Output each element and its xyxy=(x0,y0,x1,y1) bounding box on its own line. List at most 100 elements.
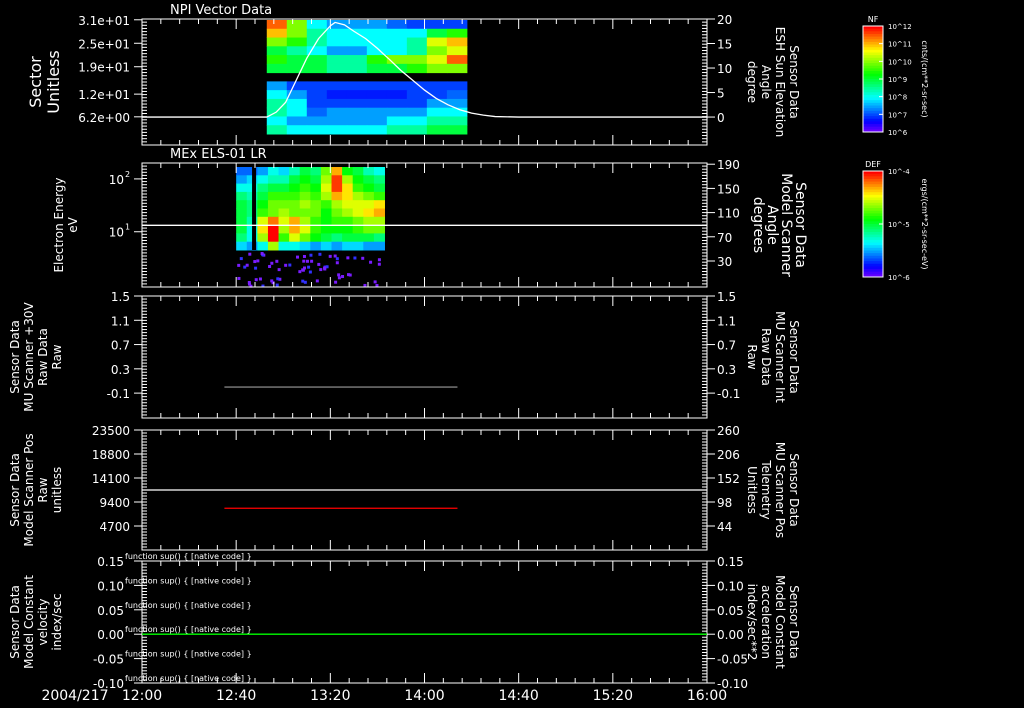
y2-axis-label: degrees xyxy=(750,197,766,253)
heatmap-cell xyxy=(310,241,322,251)
colorbar-tick-label: 10^8 xyxy=(888,94,907,102)
heatmap-speck xyxy=(298,270,302,274)
plot-frame xyxy=(141,295,708,419)
y2-axis-label: Sensor Data xyxy=(787,45,801,119)
colorbar-segment xyxy=(863,110,883,114)
heatmap-cell xyxy=(426,46,448,56)
heatmap-cell xyxy=(363,191,375,201)
heatmap-cell xyxy=(236,233,248,243)
heatmap-cell xyxy=(236,200,248,209)
heatmap-cell xyxy=(386,98,408,109)
heatmap-speck xyxy=(373,280,377,284)
heatmap-cell xyxy=(286,20,308,30)
heatmap-cell xyxy=(386,63,408,74)
heatmap-cell xyxy=(299,175,311,185)
y2-axis-label: Raw xyxy=(745,344,759,369)
heatmap-speck xyxy=(247,282,251,286)
y-axis-label: Sensor Data xyxy=(8,320,22,394)
heatmap-cell xyxy=(299,183,311,193)
heatmap-cell xyxy=(286,28,308,39)
colorbar-segment xyxy=(863,245,883,249)
y-tick-label: 1.1 xyxy=(111,314,130,328)
y-tick-exponent: function sup() { [native code] } xyxy=(125,601,252,610)
heatmap-cell xyxy=(363,225,375,234)
heatmap-cell xyxy=(236,175,248,185)
heatmap-speck xyxy=(341,275,345,279)
x-tick-label: 15:20 xyxy=(593,688,633,704)
heatmap-cell xyxy=(346,81,368,91)
x-tick-label: 12:00 xyxy=(122,688,162,704)
y-tick-exponent: function sup() { [native code] } xyxy=(125,674,252,683)
heatmap-cell xyxy=(446,55,468,65)
heatmap-cell xyxy=(320,233,333,243)
heatmap-cell xyxy=(326,63,348,74)
heatmap-cell xyxy=(406,63,428,74)
colorbar-segment xyxy=(863,113,883,117)
y2-axis-label: ESH Sun Elevation xyxy=(773,27,787,137)
colorbar-segment xyxy=(863,242,883,246)
heatmap-cell xyxy=(426,20,448,30)
colorbar-segment xyxy=(863,271,883,275)
data-gap xyxy=(252,167,257,250)
heatmap-speck xyxy=(335,257,339,261)
heatmap-cell xyxy=(426,55,448,65)
heatmap-cell xyxy=(306,20,328,30)
colorbar-tick-label: 10^12 xyxy=(888,23,912,31)
heatmap-cell xyxy=(286,37,308,47)
heatmap-cell xyxy=(446,46,468,56)
colorbar-segment xyxy=(863,250,883,254)
heatmap-speck xyxy=(363,283,367,287)
heatmap-cell xyxy=(236,241,248,251)
colorbar-segment xyxy=(863,255,883,259)
heatmap-cell xyxy=(446,98,468,109)
panel-title: MEx ELS-01 LR xyxy=(170,147,267,162)
heatmap-cell xyxy=(446,107,468,117)
x-tick-label: 14:00 xyxy=(404,688,444,704)
heatmap-cell xyxy=(299,241,311,251)
heatmap-cell xyxy=(346,46,368,56)
heatmap-speck xyxy=(275,283,279,287)
heatmap-cell xyxy=(289,200,301,209)
heatmap-speck xyxy=(369,260,373,264)
heatmap-cell xyxy=(406,107,428,117)
heatmap-cell xyxy=(386,81,408,91)
colorbar-segment xyxy=(863,108,883,112)
heatmap-cell xyxy=(363,167,375,176)
heatmap-cell xyxy=(257,200,269,209)
heatmap-cell xyxy=(289,241,301,251)
heatmap-cell xyxy=(386,28,408,39)
y-tick-exponent: function sup() { [native code] } xyxy=(125,552,252,561)
colorbar-segment xyxy=(863,60,883,64)
heatmap-cell xyxy=(266,46,288,56)
heatmap-cell xyxy=(306,116,328,126)
heatmap-speck xyxy=(254,266,258,270)
y2-axis-label: Unitless xyxy=(745,466,759,514)
y-tick-label: 2.5e+01 xyxy=(78,37,130,51)
heatmap-cell xyxy=(267,175,280,185)
heatmap-speck xyxy=(337,276,341,280)
heatmap-cell xyxy=(326,46,348,56)
heatmap-cell xyxy=(299,233,311,243)
heatmap-cell xyxy=(386,90,408,100)
heatmap-cell xyxy=(257,216,269,226)
heatmap-cell xyxy=(373,191,385,201)
heatmap-speck xyxy=(277,268,281,272)
heatmap-cell xyxy=(342,175,354,185)
heatmap-cell xyxy=(326,20,348,30)
heatmap-cell xyxy=(373,175,385,185)
panel-5 xyxy=(134,560,715,684)
y-tick-label: 23500 xyxy=(92,424,130,438)
colorbar-segment xyxy=(863,97,883,101)
heatmap-cell xyxy=(366,20,388,30)
heatmap-speck xyxy=(305,259,309,263)
colorbar-segment xyxy=(863,55,883,59)
heatmap-cell xyxy=(363,233,375,243)
y2-tick-label: 30 xyxy=(717,255,732,269)
colorbar-segment xyxy=(863,102,883,106)
heatmap-speck xyxy=(260,252,264,256)
y2-tick-label: 0.05 xyxy=(717,604,744,618)
heatmap-cell xyxy=(352,208,364,218)
colorbar-segment xyxy=(863,121,883,125)
heatmap-cell xyxy=(257,225,269,234)
y2-axis-label: Model Scanner xyxy=(778,173,794,277)
